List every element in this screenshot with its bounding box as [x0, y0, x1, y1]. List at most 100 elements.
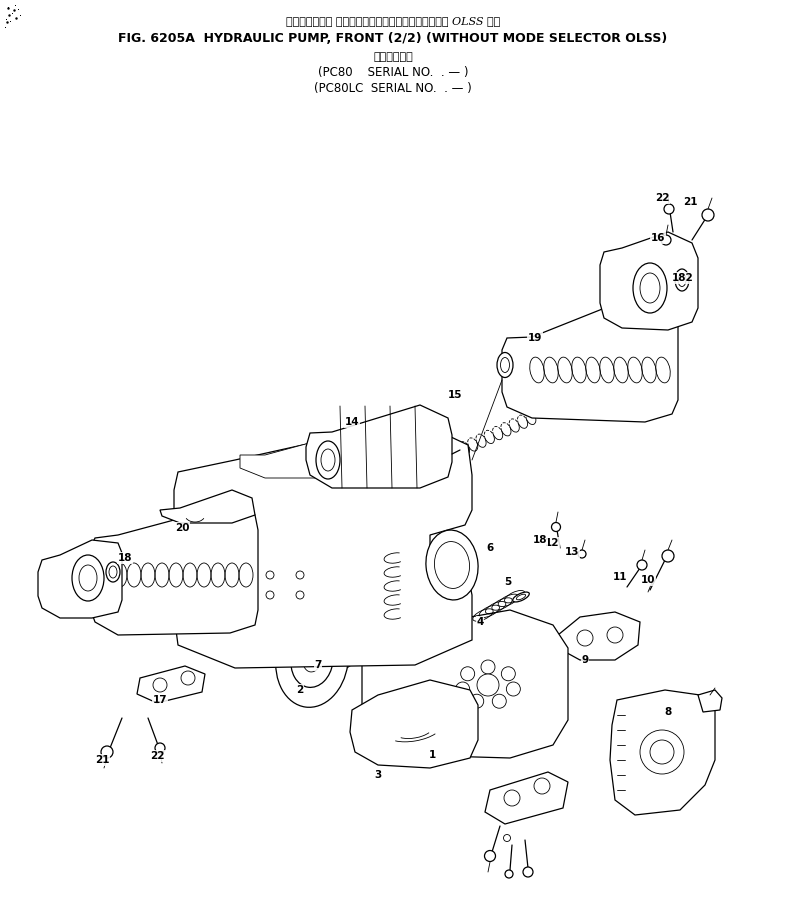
- Circle shape: [505, 870, 513, 878]
- Text: 1: 1: [428, 750, 436, 760]
- Circle shape: [477, 674, 499, 696]
- Circle shape: [296, 571, 304, 579]
- Text: 10: 10: [641, 575, 656, 585]
- Circle shape: [181, 671, 195, 685]
- Ellipse shape: [678, 273, 686, 287]
- Text: 適用号機　・: 適用号機 ・: [373, 52, 413, 62]
- Ellipse shape: [72, 555, 104, 601]
- Circle shape: [552, 522, 560, 531]
- Polygon shape: [350, 680, 478, 768]
- Polygon shape: [306, 405, 452, 488]
- Text: (PC80    SERIAL NO.  . — ): (PC80 SERIAL NO. . — ): [318, 66, 468, 79]
- Polygon shape: [558, 612, 640, 660]
- Circle shape: [470, 694, 484, 709]
- Text: 21: 21: [94, 755, 109, 765]
- Polygon shape: [600, 232, 698, 330]
- Circle shape: [637, 560, 647, 570]
- Circle shape: [607, 627, 623, 643]
- Text: 12: 12: [545, 538, 560, 548]
- Circle shape: [661, 235, 671, 245]
- Circle shape: [298, 605, 352, 659]
- Ellipse shape: [640, 273, 660, 303]
- Circle shape: [501, 667, 515, 681]
- Circle shape: [266, 571, 274, 579]
- Circle shape: [504, 834, 511, 842]
- Text: 2: 2: [297, 685, 304, 695]
- Circle shape: [506, 682, 520, 696]
- Ellipse shape: [316, 441, 340, 479]
- Text: 22: 22: [150, 751, 164, 761]
- Circle shape: [296, 591, 304, 599]
- Text: ハイドロリック ポンプ、フロント　　モードセレクタ OLSS なし: ハイドロリック ポンプ、フロント モードセレクタ OLSS なし: [286, 16, 500, 26]
- Polygon shape: [137, 666, 205, 703]
- Circle shape: [578, 550, 586, 558]
- Circle shape: [153, 678, 167, 692]
- Polygon shape: [160, 490, 255, 523]
- Text: 22: 22: [655, 193, 669, 203]
- Circle shape: [504, 790, 520, 806]
- Circle shape: [662, 550, 674, 562]
- Ellipse shape: [512, 592, 530, 602]
- Polygon shape: [174, 420, 472, 668]
- Polygon shape: [485, 772, 568, 824]
- Polygon shape: [362, 610, 568, 758]
- Polygon shape: [610, 690, 715, 815]
- Text: 16: 16: [651, 233, 665, 243]
- Polygon shape: [502, 292, 678, 422]
- Circle shape: [283, 590, 367, 674]
- Circle shape: [397, 563, 437, 603]
- Polygon shape: [90, 505, 258, 635]
- Circle shape: [650, 740, 674, 764]
- Ellipse shape: [291, 633, 333, 688]
- Text: 3: 3: [375, 770, 382, 780]
- Text: 4: 4: [476, 617, 484, 627]
- Circle shape: [460, 667, 475, 681]
- Text: 20: 20: [175, 523, 189, 533]
- Text: 18: 18: [533, 535, 547, 545]
- Circle shape: [481, 660, 495, 674]
- Circle shape: [155, 743, 165, 753]
- Polygon shape: [38, 540, 122, 618]
- Circle shape: [456, 682, 470, 696]
- Text: 15: 15: [448, 390, 462, 400]
- Text: 5: 5: [504, 577, 512, 587]
- Circle shape: [409, 575, 425, 591]
- Ellipse shape: [675, 269, 689, 291]
- Circle shape: [523, 867, 533, 877]
- Circle shape: [640, 730, 684, 774]
- Ellipse shape: [106, 562, 120, 582]
- Ellipse shape: [497, 353, 513, 377]
- Circle shape: [266, 591, 274, 599]
- Circle shape: [485, 851, 496, 862]
- Ellipse shape: [179, 560, 211, 605]
- Text: 6: 6: [486, 543, 493, 553]
- Ellipse shape: [275, 613, 349, 708]
- Text: 14: 14: [345, 417, 360, 427]
- Text: 17: 17: [153, 695, 168, 705]
- Text: 19: 19: [528, 333, 542, 343]
- Circle shape: [101, 746, 113, 758]
- Circle shape: [702, 209, 714, 221]
- Text: 182: 182: [672, 273, 694, 283]
- Text: 8: 8: [664, 707, 671, 717]
- Ellipse shape: [426, 530, 478, 600]
- Ellipse shape: [501, 357, 509, 373]
- Text: FIG. 6205A  HYDRAULIC PUMP, FRONT (2/2) (WITHOUT MODE SELECTOR OLSS): FIG. 6205A HYDRAULIC PUMP, FRONT (2/2) (…: [118, 32, 667, 45]
- Circle shape: [534, 778, 550, 794]
- Polygon shape: [698, 690, 722, 712]
- Circle shape: [382, 548, 452, 618]
- Ellipse shape: [171, 549, 219, 617]
- Ellipse shape: [79, 565, 97, 591]
- Text: 21: 21: [683, 197, 697, 207]
- Polygon shape: [240, 428, 395, 478]
- Ellipse shape: [516, 595, 526, 600]
- Circle shape: [493, 694, 506, 709]
- Text: 7: 7: [314, 660, 322, 670]
- Text: 11: 11: [613, 572, 627, 582]
- Text: (PC80LC  SERIAL NO.  . — ): (PC80LC SERIAL NO. . — ): [314, 82, 472, 95]
- Text: 18: 18: [118, 553, 132, 563]
- Ellipse shape: [633, 263, 667, 313]
- Circle shape: [577, 630, 593, 646]
- Circle shape: [664, 204, 674, 214]
- Ellipse shape: [434, 541, 470, 588]
